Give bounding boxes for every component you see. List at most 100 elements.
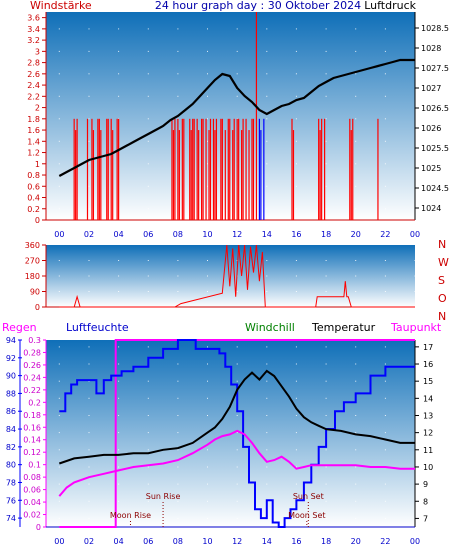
grid-dot [118, 380, 120, 382]
grid-dot [58, 483, 60, 485]
grid-dot [88, 500, 90, 502]
grid-dot [295, 483, 297, 485]
grid-dot [295, 363, 297, 365]
grid-dot [295, 163, 297, 165]
rain-tick-label: 0.3 [28, 336, 41, 345]
annotation-label: Sun Set [293, 492, 324, 501]
grid-dot [58, 50, 60, 52]
grid-dot [384, 449, 386, 451]
grid-dot [295, 380, 297, 382]
grid-dot [58, 380, 60, 382]
grid-dot [384, 275, 386, 277]
grid-dot [58, 118, 60, 120]
wind-tick-label: 2 [35, 104, 40, 113]
rain-tick-label: 0.02 [23, 511, 41, 520]
grid-dot [147, 118, 149, 120]
grid-dot [384, 517, 386, 519]
grid-dot [355, 28, 357, 30]
grid-dot [207, 291, 208, 292]
grid-dot [236, 95, 238, 97]
grid-dot [147, 449, 149, 451]
wind-tick-label: 2.6 [27, 70, 40, 79]
grid-dot [58, 73, 60, 75]
humidity-tick-label: 82 [6, 443, 16, 452]
climate-x-tick-label: 10 [202, 537, 212, 546]
rain-tick-label: 0.04 [23, 498, 41, 507]
grid-dot [384, 500, 386, 502]
grid-dot [147, 50, 149, 52]
grid-dot [295, 118, 297, 120]
grid-dot [177, 291, 179, 292]
dewpoint-line [58, 429, 415, 497]
grid-dot [147, 397, 149, 399]
grid-dot [147, 73, 149, 75]
wind-tick-label: 0.4 [27, 194, 40, 203]
grid-dot [325, 466, 327, 468]
grid-dot [384, 95, 386, 97]
wind-x-tick-label: 08 [173, 230, 183, 239]
grid-dot [58, 140, 60, 142]
grid-dot [147, 291, 149, 292]
grid-dot [355, 363, 357, 365]
grid-dot [355, 275, 357, 277]
grid-dot [384, 185, 386, 187]
grid-dot [147, 415, 149, 416]
grid-dot [58, 260, 60, 261]
grid-dot [58, 163, 60, 165]
grid-dot [118, 397, 120, 399]
climate-x-tick-label: 02 [84, 537, 94, 546]
grid-dot [118, 415, 120, 416]
direction-tick-label: 360 [25, 241, 40, 250]
grid-dot [177, 363, 179, 365]
grid-dot [207, 500, 208, 502]
grid-dot [325, 291, 327, 292]
wind-x-tick-label: 04 [114, 230, 124, 239]
grid-dot [266, 28, 268, 30]
grid-dot [118, 466, 120, 468]
direction-tick-label: 180 [25, 272, 40, 281]
grid-dot [266, 415, 268, 416]
grid-dot [325, 118, 327, 120]
grid-dot [355, 163, 357, 165]
grid-dot [207, 346, 208, 348]
wind-x-tick-label: 00 [410, 230, 420, 239]
grid-dot [295, 346, 297, 348]
grid-dot [295, 415, 297, 416]
grid-dot [266, 275, 268, 277]
grid-dot [384, 397, 386, 399]
grid-dot [88, 73, 90, 75]
climate-x-tick-label: 18 [321, 537, 331, 546]
header-left: Windstärke [30, 0, 92, 12]
wind-tick-label: 2.8 [27, 59, 40, 68]
grid-dot [88, 140, 90, 142]
grid-dot [118, 363, 120, 365]
grid-dot [355, 483, 357, 485]
grid-dot [58, 500, 60, 502]
grid-dot [384, 118, 386, 120]
grid-dot [384, 363, 386, 365]
grid-dot [384, 432, 386, 434]
humidity-tick-label: 78 [6, 478, 16, 487]
grid-dot [177, 95, 179, 97]
grid-dot [207, 260, 208, 261]
wind-x-tick-label: 18 [321, 230, 331, 239]
grid-dot [177, 415, 179, 416]
grid-dot [88, 483, 90, 485]
pressure-tick-label: 1028.5 [421, 24, 449, 33]
grid-dot [58, 28, 60, 30]
pressure-tick-label: 1026 [421, 124, 441, 133]
grid-dot [88, 291, 90, 292]
wind-tick-label: 1 [35, 160, 40, 169]
grid-dot [266, 380, 268, 382]
grid-dot [88, 346, 90, 348]
grid-dot [147, 483, 149, 485]
grid-dot [118, 28, 120, 30]
grid-dot [58, 275, 60, 277]
wind-tick-label: 2.4 [27, 81, 40, 90]
grid-dot [355, 449, 357, 451]
grid-dot [118, 449, 120, 451]
humidity-tick-label: 76 [6, 496, 16, 505]
wind-tick-label: 0.6 [27, 182, 40, 191]
grid-dot [118, 118, 120, 120]
grid-dot [266, 140, 268, 142]
